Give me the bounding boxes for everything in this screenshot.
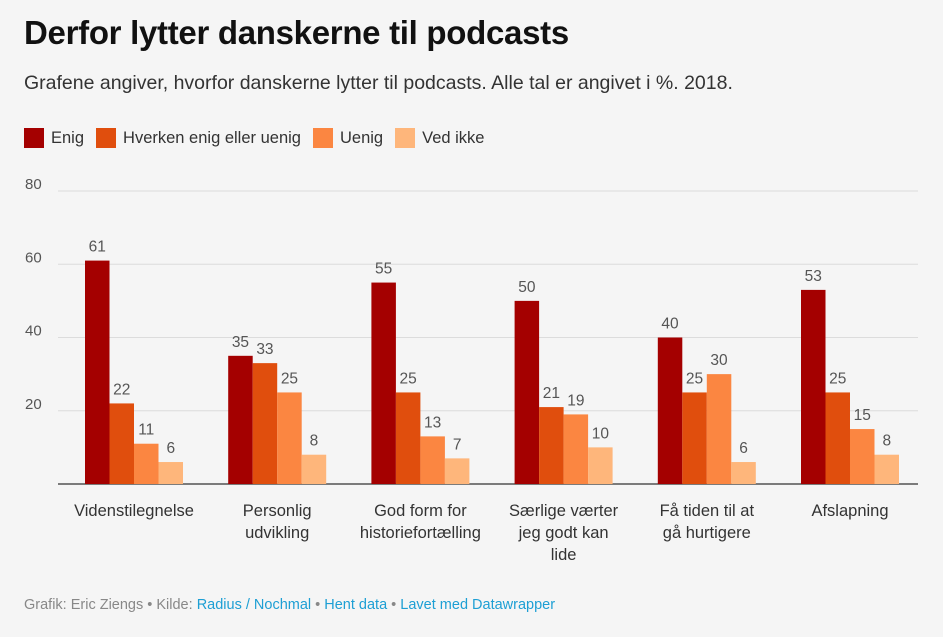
- download-data-link[interactable]: Hent data: [324, 597, 388, 613]
- bar: [563, 414, 589, 484]
- legend-label: Hverken enig eller uenig: [123, 128, 301, 147]
- data-label: 13: [424, 414, 441, 431]
- data-label: 33: [256, 341, 273, 358]
- bar: [85, 260, 110, 484]
- footer-credit: Grafik: Eric Ziengs • Kilde:: [24, 597, 197, 613]
- bar: [252, 363, 278, 484]
- data-label: 25: [686, 370, 703, 387]
- legend-item: Enig: [24, 128, 84, 148]
- x-tick-label: Videnstilegnelse: [74, 502, 194, 520]
- bar: [539, 407, 564, 484]
- bar: [801, 289, 826, 484]
- source-link[interactable]: Radius / Nochmal: [196, 597, 312, 613]
- datawrapper-link[interactable]: Lavet med Datawrapper: [400, 597, 556, 613]
- y-tick-label: 40: [25, 323, 42, 340]
- data-label: 11: [138, 422, 154, 439]
- y-tick-label: 20: [25, 396, 42, 413]
- legend-item: Hverken enig eller uenig: [96, 128, 301, 148]
- data-label: 19: [567, 392, 584, 409]
- x-tick-label: Få tiden til at: [660, 502, 755, 520]
- bar: [588, 447, 613, 484]
- bar: [420, 436, 445, 484]
- legend-swatch: [312, 128, 333, 148]
- x-tick-label: jeg godt kan: [518, 524, 609, 542]
- data-label: 30: [710, 352, 728, 369]
- x-tick-label: lide: [551, 546, 577, 564]
- bar: [228, 355, 253, 484]
- data-label: 61: [89, 239, 106, 256]
- y-tick-label: 80: [25, 176, 42, 193]
- bar: [825, 392, 850, 484]
- chart-title: Derfor lytter danskerne til podcasts: [24, 14, 569, 51]
- bar: [395, 392, 421, 484]
- bar: [514, 300, 540, 484]
- x-tick-label: udvikling: [245, 524, 309, 542]
- footer-separator: •: [387, 597, 401, 613]
- chart-subtitle: Grafene angiver, hvorfor danskerne lytte…: [24, 72, 733, 94]
- y-tick-label: 60: [25, 249, 42, 266]
- data-label: 8: [882, 433, 891, 450]
- bar: [371, 282, 396, 484]
- legend-item: Ved ikke: [395, 128, 484, 148]
- bar: [277, 392, 302, 484]
- bar: [444, 458, 470, 484]
- bar: [682, 392, 707, 484]
- data-label: 22: [113, 381, 130, 398]
- bar: [109, 403, 134, 484]
- x-tick-label: gå hurtigere: [663, 524, 751, 542]
- legend-label: Ved ikke: [422, 128, 485, 147]
- x-tick-label: God form for: [374, 502, 467, 520]
- data-label: 25: [281, 370, 298, 387]
- legend-label: Uenig: [339, 128, 384, 147]
- data-label: 6: [166, 440, 175, 457]
- data-label: 25: [400, 370, 417, 387]
- data-label: 7: [453, 436, 462, 453]
- bar: [134, 443, 159, 484]
- legend-item: Uenig: [312, 128, 384, 148]
- bar-chart: 20 40 60 80 61 22 11 6 Videnstilegnelse 35 33 25 8 Pe…: [25, 176, 918, 564]
- data-label: 8: [310, 433, 319, 450]
- footer-separator: •: [311, 597, 325, 613]
- data-label: 10: [592, 425, 610, 442]
- x-tick-label: Afslapning: [811, 502, 888, 520]
- bar: [706, 374, 732, 484]
- bar: [158, 462, 183, 484]
- bar: [657, 337, 683, 484]
- legend: Enig Hverken enig eller uenig Uenig Ved ikk…: [24, 128, 496, 148]
- data-label: 25: [829, 370, 846, 387]
- data-label: 40: [661, 316, 679, 333]
- data-label: 21: [543, 385, 560, 402]
- bar: [301, 454, 327, 484]
- data-label: 35: [232, 334, 249, 351]
- legend-swatch: [395, 128, 416, 148]
- bar: [850, 429, 875, 484]
- x-tick-label: Personlig: [243, 502, 312, 520]
- bar: [874, 454, 899, 484]
- x-tick-label: historiefortælling: [360, 524, 481, 542]
- bar: [731, 462, 756, 484]
- data-label: 6: [739, 440, 748, 457]
- data-label: 15: [854, 407, 871, 424]
- data-label: 53: [805, 268, 822, 285]
- x-tick-label: Særlige værter: [509, 502, 619, 520]
- footer: Grafik: Eric Ziengs • Kilde: Radius / No…: [24, 597, 555, 613]
- data-label: 55: [375, 261, 392, 278]
- legend-swatch: [96, 128, 117, 148]
- data-label: 50: [518, 279, 536, 296]
- legend-swatch: [24, 128, 44, 148]
- legend-label: Enig: [51, 128, 85, 147]
